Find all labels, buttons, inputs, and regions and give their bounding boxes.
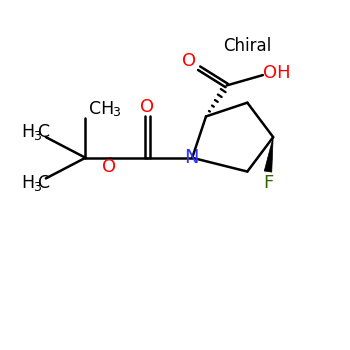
Text: O: O — [182, 52, 197, 70]
Text: C: C — [38, 174, 50, 192]
Text: Chiral: Chiral — [223, 37, 272, 55]
Text: O: O — [103, 159, 117, 176]
Text: O: O — [140, 98, 154, 116]
Text: H: H — [21, 123, 34, 141]
Text: H: H — [21, 174, 34, 192]
Text: CH: CH — [89, 99, 114, 118]
Polygon shape — [264, 137, 273, 172]
Text: 3: 3 — [33, 181, 41, 194]
Text: 3: 3 — [33, 130, 41, 143]
Text: F: F — [264, 174, 274, 191]
Text: OH: OH — [264, 64, 291, 82]
Text: C: C — [38, 123, 50, 141]
Text: N: N — [184, 148, 199, 167]
Text: 3: 3 — [112, 106, 120, 119]
